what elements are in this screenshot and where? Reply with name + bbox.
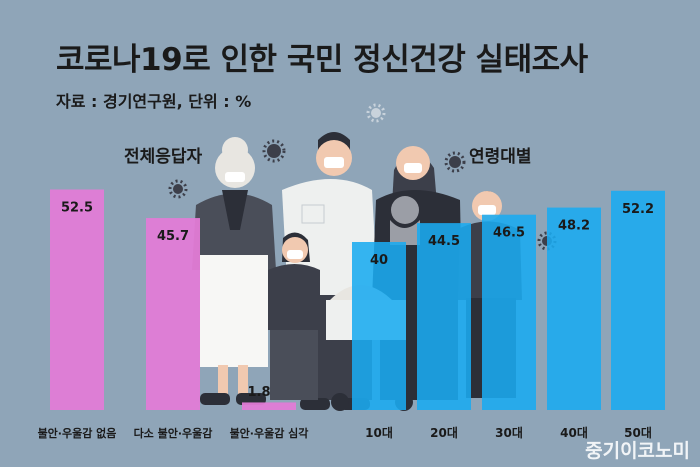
category-label: 불안·우울감 심각 bbox=[230, 426, 309, 440]
page-title: 코로나19로 인한 국민 정신건강 실태조사 bbox=[56, 42, 588, 78]
data-label: 46.5 bbox=[493, 226, 525, 241]
data-label: 44.5 bbox=[428, 234, 460, 249]
category-label: 20대 bbox=[430, 426, 458, 440]
data-label: 52.5 bbox=[61, 201, 93, 216]
data-label: 1.8 bbox=[247, 385, 270, 400]
bar-all-2 bbox=[242, 402, 296, 410]
source-note: 자료 : 경기연구원, 단위 : % bbox=[56, 92, 252, 111]
data-label: 45.7 bbox=[157, 229, 189, 244]
category-label: 10대 bbox=[365, 426, 393, 440]
bar-age-1 bbox=[417, 223, 471, 410]
data-label: 48.2 bbox=[558, 219, 590, 234]
bar-all-1 bbox=[146, 218, 200, 410]
category-label: 50대 bbox=[624, 426, 652, 440]
bar-age-4 bbox=[611, 190, 665, 410]
publisher-watermark: 중기이코노미 bbox=[585, 440, 690, 462]
category-label: 40대 bbox=[560, 426, 588, 440]
category-label: 불안·우울감 없음 bbox=[38, 426, 117, 440]
category-label: 30대 bbox=[495, 426, 523, 440]
bar-age-2 bbox=[482, 214, 536, 410]
category-label: 다소 불안·우울감 bbox=[134, 426, 213, 440]
bar-age-3 bbox=[547, 207, 601, 410]
bar-all-0 bbox=[50, 189, 104, 410]
group-title-all-respondents: 전체응답자 bbox=[124, 147, 203, 167]
bar-age-0 bbox=[352, 242, 406, 410]
data-label: 52.2 bbox=[622, 202, 654, 217]
data-label: 40 bbox=[370, 253, 388, 268]
group-title-age-groups: 연령대별 bbox=[469, 147, 532, 167]
face-mask-icon bbox=[225, 157, 496, 259]
